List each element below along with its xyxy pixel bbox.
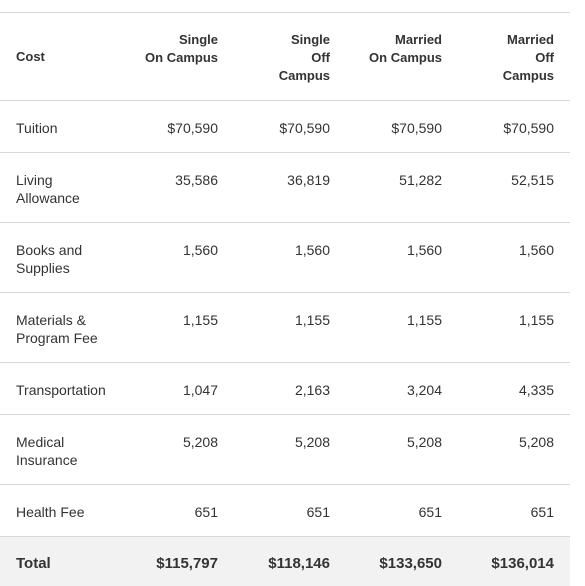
row-label: Health Fee bbox=[0, 485, 122, 537]
cost-value: 5,208 bbox=[458, 415, 570, 485]
cost-value: 1,155 bbox=[346, 293, 458, 363]
row-label: Transportation bbox=[0, 363, 122, 415]
total-value: $136,014 bbox=[458, 537, 570, 586]
cost-value: 651 bbox=[346, 485, 458, 537]
cost-value: 52,515 bbox=[458, 153, 570, 223]
column-header: Married Off Campus bbox=[458, 13, 570, 101]
column-header: Single Off Campus bbox=[234, 13, 346, 101]
row-label: Living Allowance bbox=[0, 153, 122, 223]
total-value: $118,146 bbox=[234, 537, 346, 586]
cost-value: 651 bbox=[458, 485, 570, 537]
row-label: Materials & Program Fee bbox=[0, 293, 122, 363]
row-label: Tuition bbox=[0, 101, 122, 153]
cost-value: 35,586 bbox=[122, 153, 234, 223]
cost-value: 51,282 bbox=[346, 153, 458, 223]
cost-value: 651 bbox=[122, 485, 234, 537]
cost-value: 1,560 bbox=[234, 223, 346, 293]
column-header: Cost bbox=[0, 13, 122, 101]
total-value: $133,650 bbox=[346, 537, 458, 586]
cost-value: $70,590 bbox=[458, 101, 570, 153]
column-header: Married On Campus bbox=[346, 13, 458, 101]
cost-value: 1,560 bbox=[458, 223, 570, 293]
cost-value: 1,047 bbox=[122, 363, 234, 415]
cost-value: 2,163 bbox=[234, 363, 346, 415]
total-value: $115,797 bbox=[122, 537, 234, 586]
cost-value: 3,204 bbox=[346, 363, 458, 415]
cost-value: $70,590 bbox=[234, 101, 346, 153]
cost-value: 5,208 bbox=[346, 415, 458, 485]
cost-value: 1,155 bbox=[234, 293, 346, 363]
cost-value: 1,560 bbox=[122, 223, 234, 293]
total-row: Total$115,797$118,146$133,650$136,014 bbox=[0, 537, 570, 586]
cost-value: 1,560 bbox=[346, 223, 458, 293]
cost-row: Tuition$70,590$70,590$70,590$70,590 bbox=[0, 101, 570, 153]
row-label: Medical Insurance bbox=[0, 415, 122, 485]
cost-value: 4,335 bbox=[458, 363, 570, 415]
cost-value: 5,208 bbox=[122, 415, 234, 485]
cost-value: 651 bbox=[234, 485, 346, 537]
cost-value: 5,208 bbox=[234, 415, 346, 485]
cost-value: $70,590 bbox=[346, 101, 458, 153]
cost-value: 1,155 bbox=[458, 293, 570, 363]
column-header: Single On Campus bbox=[122, 13, 234, 101]
row-label: Books and Supplies bbox=[0, 223, 122, 293]
cost-value: 1,155 bbox=[122, 293, 234, 363]
cost-value: $70,590 bbox=[122, 101, 234, 153]
total-label: Total bbox=[0, 537, 122, 586]
cost-value: 36,819 bbox=[234, 153, 346, 223]
